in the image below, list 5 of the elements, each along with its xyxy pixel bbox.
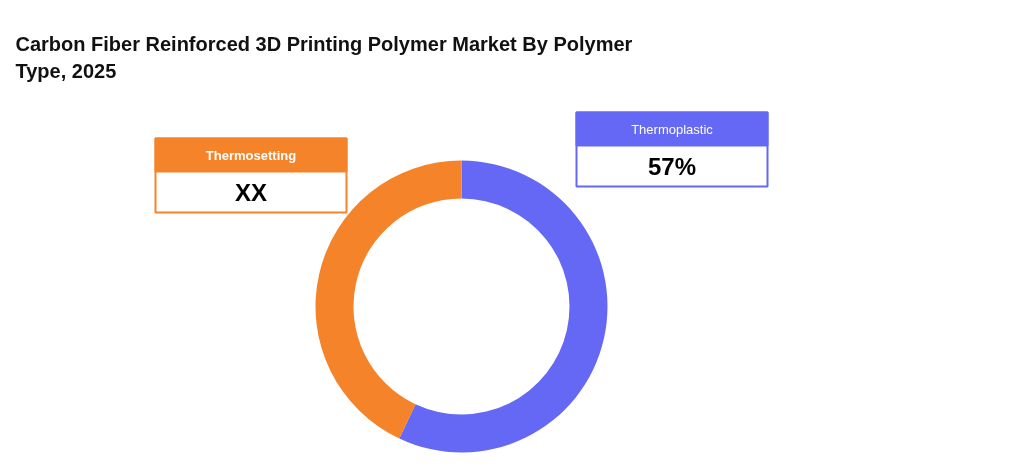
data-label: 57% [647, 152, 697, 180]
slice-label: Thermoplastic [631, 121, 714, 137]
chart-title: Carbon Fiber Reinforced 3D Printing Polymer Market By Polymer Type, 2025 [15, 32, 633, 82]
slice-label: Thermosetting [205, 147, 297, 163]
data-label: XX [234, 178, 268, 206]
